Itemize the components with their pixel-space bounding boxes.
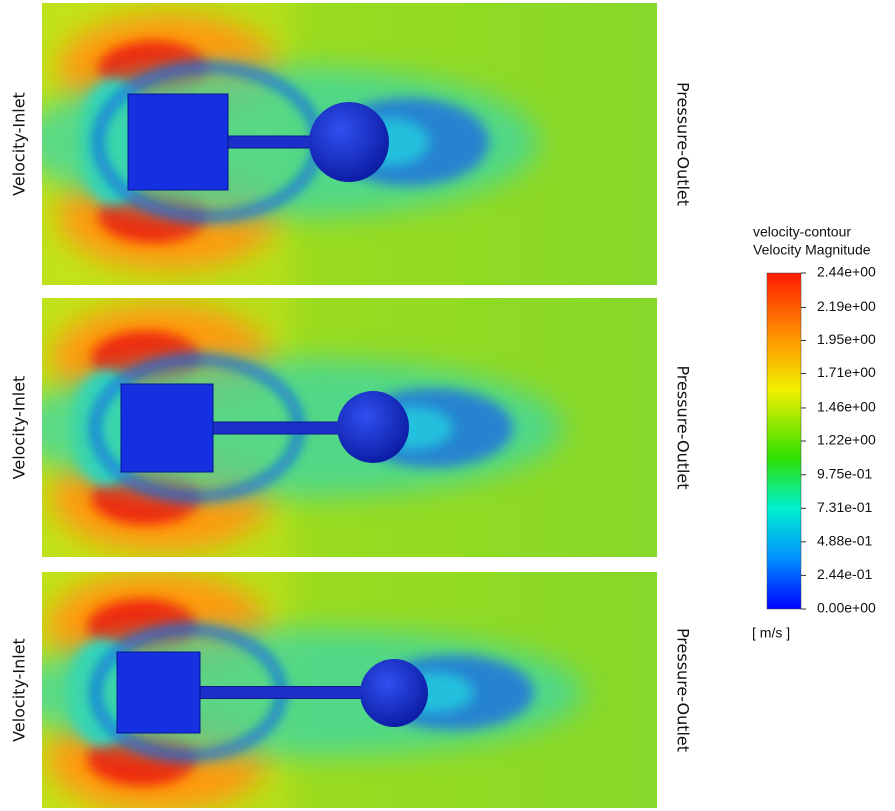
sphere-body [309,102,389,182]
colorbar-tick-label: 7.31e-01 [817,499,872,515]
colorbar-tick-label: 1.22e+00 [817,432,876,448]
contour-panel: Velocity-Inlet Pressure-Outlet [10,0,693,305]
colorbar-tick-label: 2.19e+00 [817,298,876,314]
colorbar-tick-label: 1.95e+00 [817,331,876,347]
colorbar: velocity-contour Velocity Magnitude [ m/… [752,224,876,641]
colorbar-tick-label: 2.44e-01 [817,566,872,582]
colorbar-subtitle: Velocity Magnitude [753,242,871,258]
field [7,552,657,811]
colorbar-tick-label: 4.88e-01 [817,533,872,549]
inlet-label: Velocity-Inlet [10,92,29,196]
outlet-label: Pressure-Outlet [674,82,693,206]
colorbar-scale [767,273,801,609]
contour-panel: Velocity-Inlet Pressure-Outlet [10,278,693,577]
inlet-label: Velocity-Inlet [10,376,29,480]
field [11,278,657,577]
figure: Velocity-InletPressure-OutletVelocity-In… [0,0,895,811]
colorbar-tick-label: 9.75e-01 [817,465,872,481]
outlet-label: Pressure-Outlet [674,365,693,489]
colorbar-tick-label: 1.71e+00 [817,364,876,380]
field [18,0,657,305]
colorbar-tick-label: 1.46e+00 [817,399,876,415]
sphere-body [360,659,428,727]
box-body [128,94,228,190]
colorbar-tick-label: 0.00e+00 [817,600,876,616]
sphere-body [337,391,409,463]
inlet-label: Velocity-Inlet [10,638,29,742]
box-body [117,652,200,733]
colorbar-title: velocity-contour [753,224,851,240]
colorbar-unit: [ m/s ] [752,625,790,641]
box-body [121,384,213,472]
outlet-label: Pressure-Outlet [674,628,693,752]
contour-panel: Velocity-Inlet Pressure-Outlet [7,552,693,811]
colorbar-tick-label: 2.44e+00 [817,264,876,280]
